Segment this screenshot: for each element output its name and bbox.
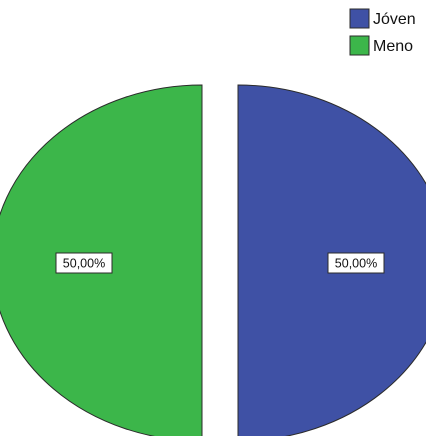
legend-item-2: Meno [349, 35, 413, 56]
legend-label: Jóven [373, 11, 416, 28]
legend-swatch [349, 8, 370, 29]
legend-label: Meno [373, 38, 413, 55]
data-label-2: 50,00% [55, 252, 113, 274]
legend: Jóven Meno [349, 8, 416, 56]
data-label-box [327, 252, 385, 274]
data-label-text: 50,00% [335, 257, 377, 271]
legend-item-1: Jóven [349, 8, 416, 29]
data-labels-layer: 50,00% 50,00% [55, 252, 385, 274]
legend-swatch [349, 35, 370, 56]
data-label-1: 50,00% [327, 252, 385, 274]
data-label-box [55, 252, 113, 274]
data-label-text: 50,00% [63, 257, 105, 271]
